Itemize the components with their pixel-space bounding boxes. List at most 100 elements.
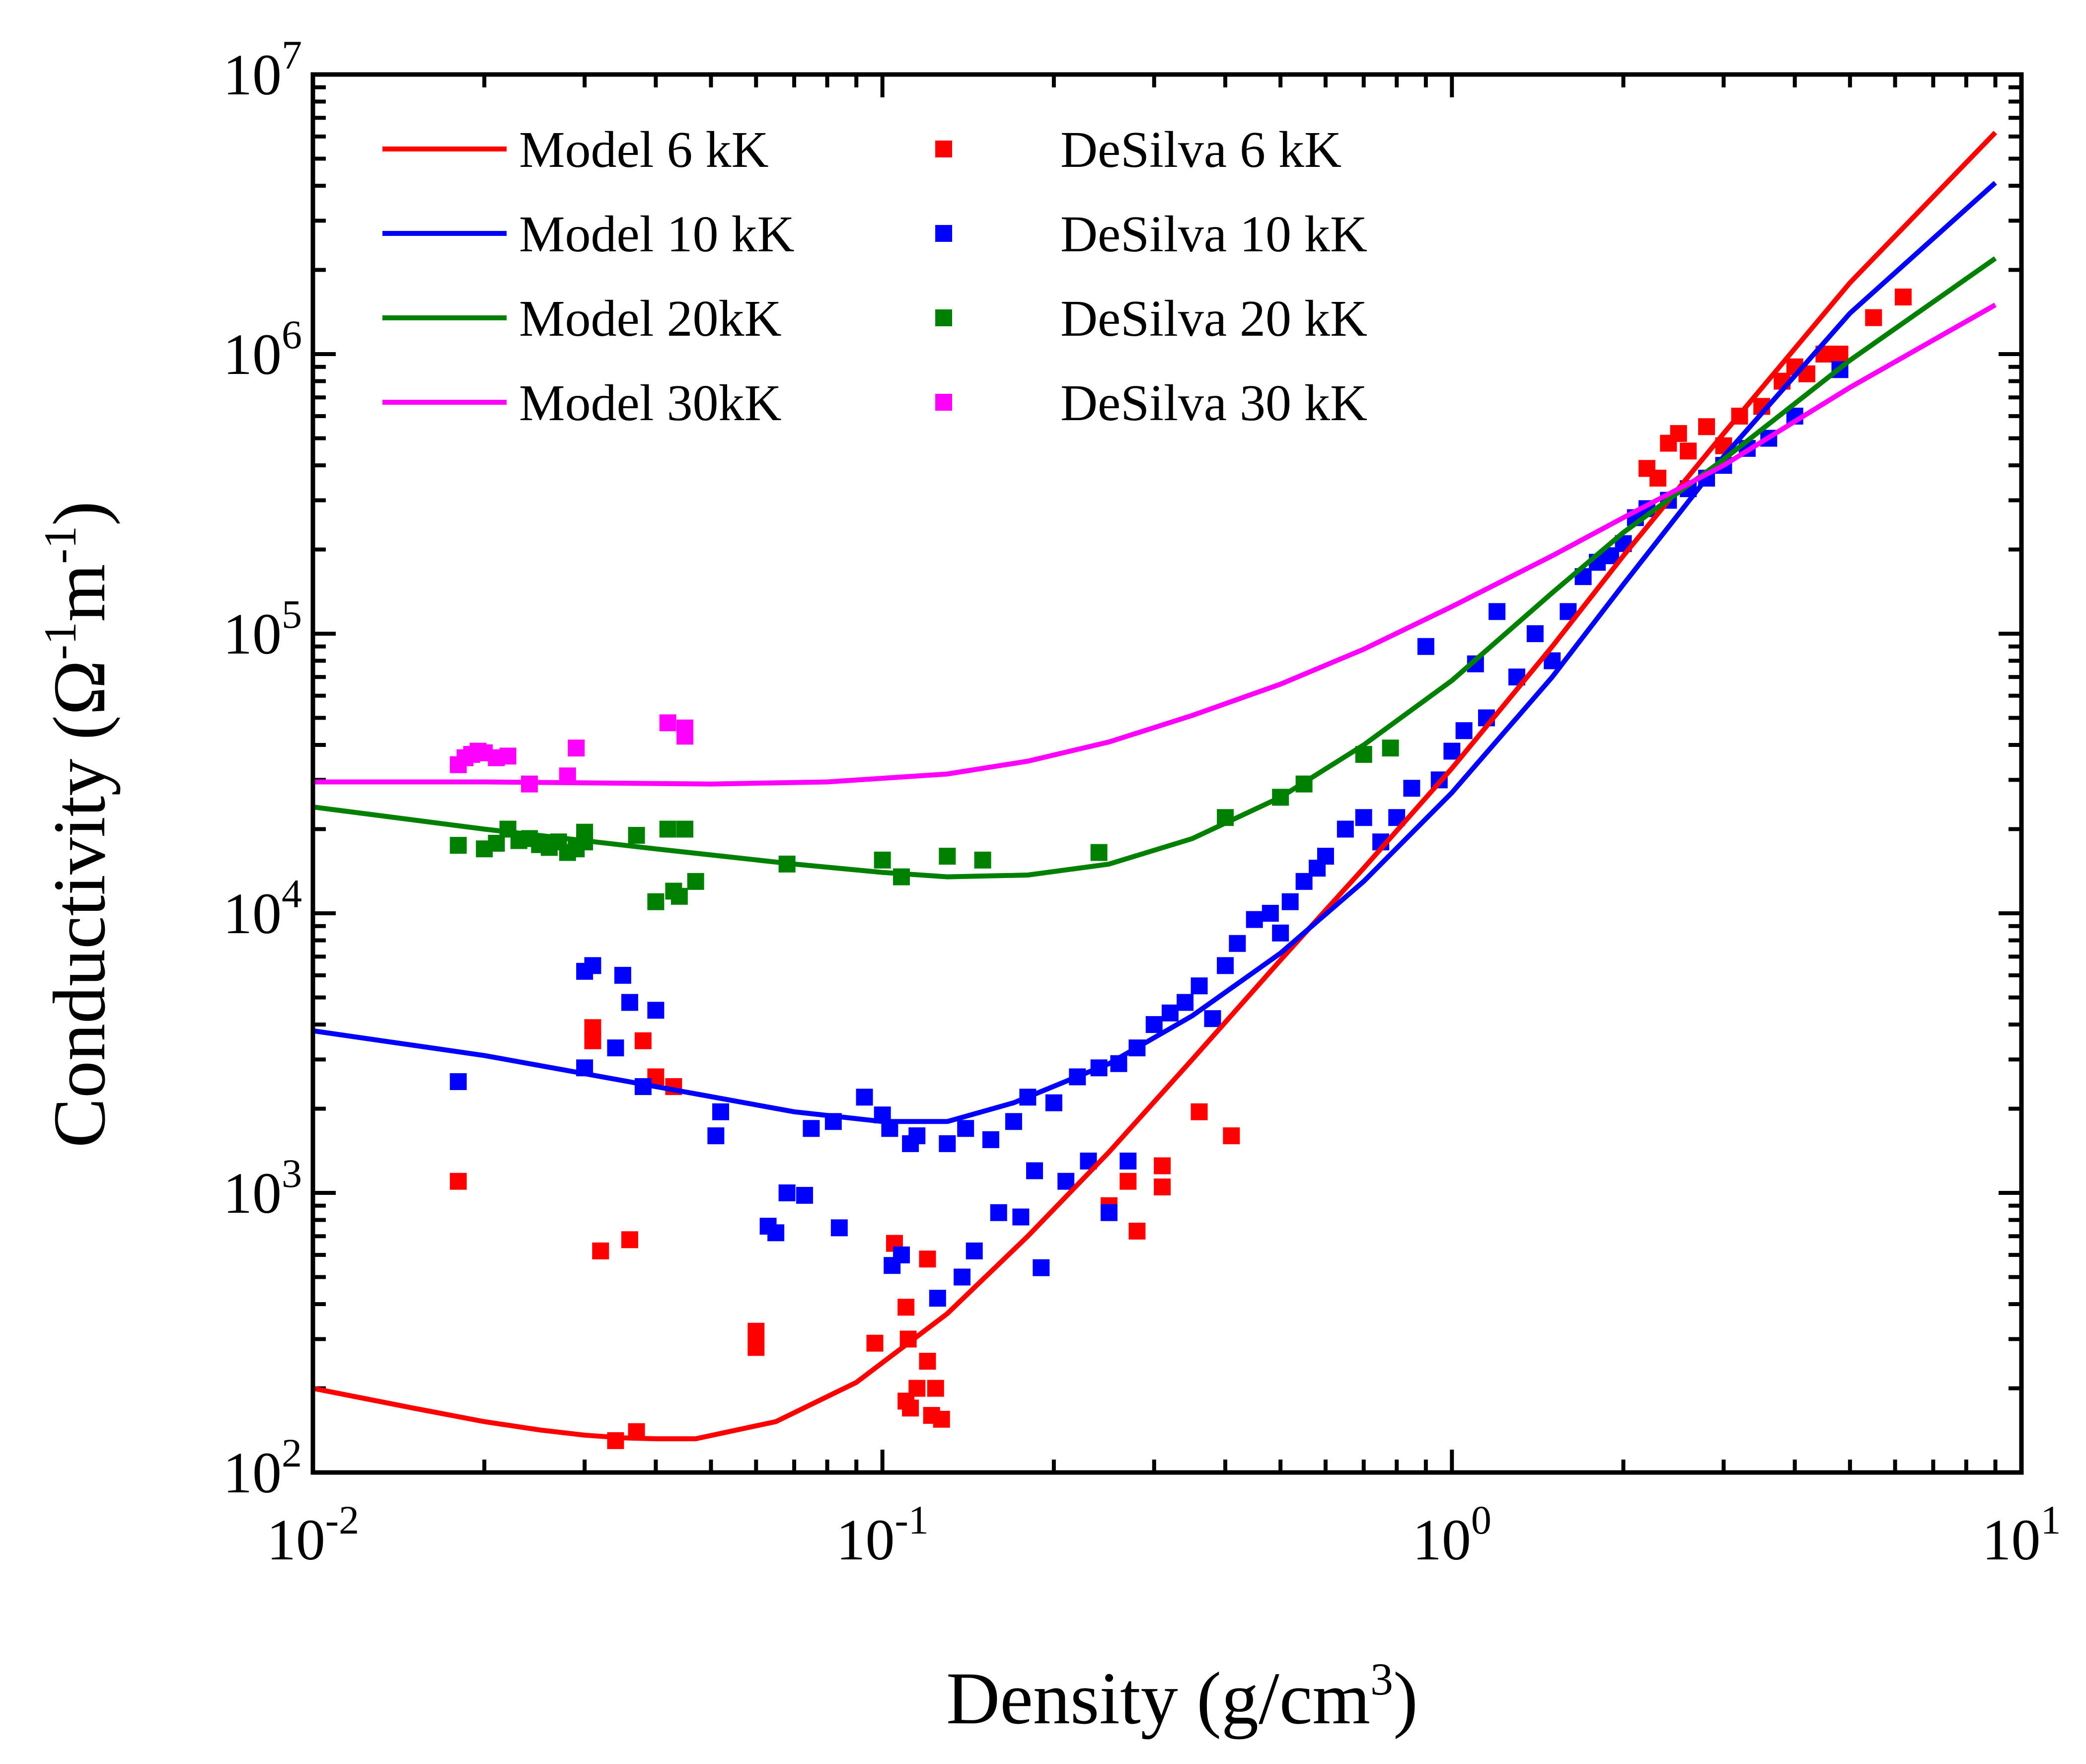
x-axis-title: Density (g/cm3): [946, 1654, 1418, 1740]
data-point: [1145, 1016, 1163, 1033]
legend-marker-swatch: [935, 394, 952, 411]
data-point: [1005, 1113, 1022, 1130]
data-point: [893, 1246, 910, 1263]
data-point: [1045, 1094, 1062, 1111]
legend-marker-swatch: [935, 225, 952, 242]
data-point: [1191, 977, 1208, 995]
data-point: [1191, 1103, 1208, 1120]
data-point: [628, 827, 645, 844]
data-point: [1382, 739, 1399, 757]
data-point: [897, 1299, 915, 1316]
y-tick-label: 102: [223, 1430, 302, 1505]
data-point: [1026, 1162, 1043, 1179]
data-point: [634, 1032, 652, 1049]
data-point: [488, 835, 505, 852]
data-point: [584, 957, 601, 974]
data-point: [1489, 603, 1506, 620]
legend-label: DeSilva 10 kK: [1060, 206, 1367, 263]
y-tick-label: 106: [223, 312, 302, 387]
data-point: [449, 1073, 467, 1090]
data-point: [1229, 935, 1246, 952]
data-point: [919, 1250, 936, 1268]
data-point: [614, 966, 631, 984]
data-point: [1337, 820, 1354, 838]
data-point: [1455, 722, 1473, 739]
y-tick-labels: 102 103 104 105 106 107: [223, 32, 302, 1505]
data-point: [659, 714, 676, 732]
data-point: [1100, 1204, 1118, 1221]
data-point: [856, 1089, 873, 1106]
data-point: [687, 873, 704, 890]
data-point: [1128, 1222, 1146, 1240]
data-point: [830, 1219, 848, 1237]
data-point: [939, 848, 956, 865]
scatter-series: [449, 714, 694, 793]
x-tick-label: 101: [1982, 1497, 2061, 1572]
data-point: [712, 1103, 730, 1120]
data-point: [1033, 1259, 1050, 1276]
data-point: [1698, 418, 1715, 436]
data-point: [1204, 1010, 1221, 1028]
data-point: [767, 1224, 785, 1242]
data-point: [584, 1032, 601, 1049]
y-axis-title: Conductivity (Ω-1m-1): [35, 501, 121, 1148]
data-point: [499, 747, 517, 765]
legend-label: Model 10 kK: [519, 206, 795, 263]
model-line: [313, 302, 1997, 787]
data-point: [621, 1231, 638, 1249]
legend-marker-swatch: [935, 141, 952, 157]
data-point: [990, 1204, 1007, 1221]
data-point: [1246, 911, 1263, 928]
data-point: [1272, 924, 1289, 942]
data-point: [1403, 780, 1420, 797]
x-tick-label: 10-2: [267, 1497, 359, 1572]
data-point: [747, 1339, 765, 1356]
data-point: [874, 851, 891, 869]
x-tick-label: 100: [1413, 1497, 1491, 1572]
data-point: [1831, 346, 1849, 363]
x-tick-labels: 10-2 10-1 100 101: [267, 1497, 2061, 1572]
data-point: [1670, 425, 1687, 442]
data-point: [1680, 442, 1697, 460]
data-point: [957, 1120, 974, 1137]
data-point: [1894, 289, 1912, 306]
data-point: [676, 820, 694, 838]
data-point: [939, 1135, 956, 1152]
data-point: [866, 1334, 884, 1352]
data-point: [747, 1323, 765, 1340]
data-point: [966, 1242, 983, 1259]
data-point: [1649, 469, 1667, 487]
data-point: [796, 1186, 813, 1204]
data-point: [902, 1399, 919, 1417]
data-point: [1355, 809, 1372, 826]
data-point: [1154, 1178, 1171, 1196]
data-point: [908, 1127, 926, 1145]
data-point: [449, 837, 467, 854]
data-point: [1177, 994, 1194, 1011]
data-point: [670, 887, 688, 905]
y-tick-label: 107: [223, 32, 302, 107]
legend-label: DeSilva 30 kK: [1060, 374, 1367, 432]
data-point: [1443, 742, 1461, 760]
data-point: [1262, 905, 1279, 922]
data-point: [933, 1410, 950, 1428]
x-tick-label: 10-1: [836, 1497, 929, 1572]
data-point: [621, 994, 638, 1011]
legend-marker-swatch: [935, 309, 952, 326]
data-point: [1526, 625, 1544, 642]
data-point: [647, 1002, 665, 1019]
plot-area: [313, 131, 1998, 1449]
data-point: [1317, 848, 1334, 865]
data-point: [592, 1242, 609, 1259]
data-point: [974, 851, 991, 869]
y-tick-label: 105: [223, 591, 302, 666]
model-line: [313, 131, 1998, 1442]
data-point: [1161, 1004, 1179, 1022]
data-point: [927, 1380, 944, 1397]
legend-label: Model 20kK: [519, 290, 782, 347]
y-tick-label: 103: [223, 1151, 302, 1226]
legend-label: Model 6 kK: [519, 121, 769, 178]
y-tick-label: 104: [223, 871, 302, 946]
legend: Model 6 kK Model 10 kK Model 20kK Model 30k…: [382, 121, 1367, 432]
data-point: [1090, 844, 1108, 861]
